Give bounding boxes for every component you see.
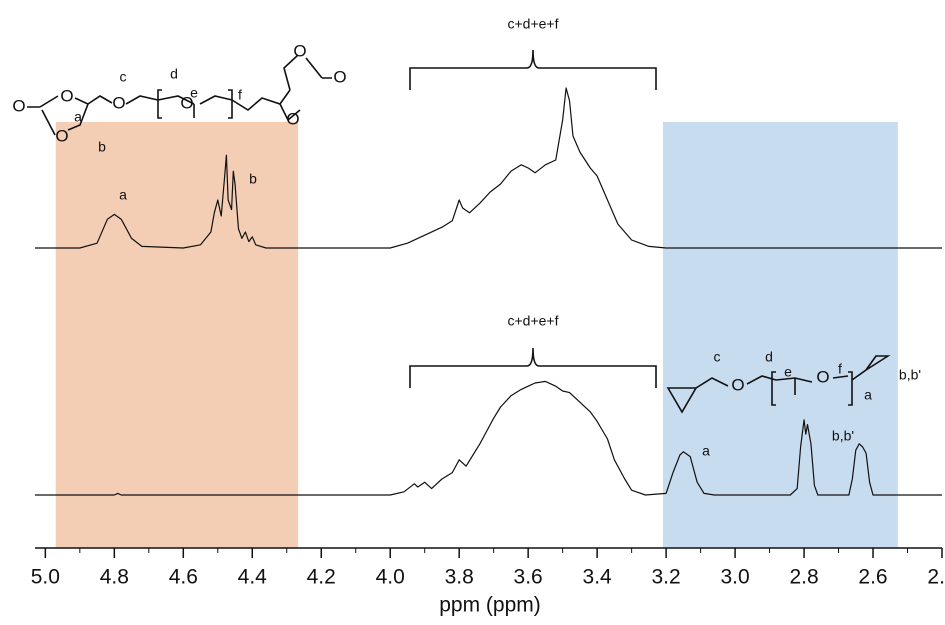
structure-label: f xyxy=(238,87,242,103)
structure-atom: O xyxy=(112,93,125,112)
annotation: b,b' xyxy=(832,428,854,444)
spectrum-line xyxy=(35,380,942,496)
highlight-region xyxy=(55,122,299,548)
x-tick-label: 2.8 xyxy=(789,566,818,589)
x-tick-label: 3.4 xyxy=(583,566,613,589)
x-tick-label: 5.0 xyxy=(31,566,60,589)
structure-label: d xyxy=(170,66,178,82)
annotation: c+d+e+f xyxy=(508,313,559,329)
structure-atom: O xyxy=(60,86,73,105)
x-axis-label: ppm (ppm) xyxy=(439,594,541,617)
x-tick-label: 4.8 xyxy=(100,566,129,589)
structure-label: c xyxy=(120,69,127,85)
x-tick-label: 4.0 xyxy=(376,566,405,589)
structure-atom: O xyxy=(731,375,744,394)
annotation: b xyxy=(249,171,257,187)
structure-atom: O xyxy=(55,126,68,145)
structure-label: a xyxy=(864,387,872,403)
structure-atom: O xyxy=(180,93,193,112)
x-tick-label: 3.6 xyxy=(514,566,543,589)
structure-atom: O xyxy=(293,41,306,60)
structure-atom: O xyxy=(12,96,25,115)
x-tick-label: 3.0 xyxy=(720,566,749,589)
structure-atom: O xyxy=(286,109,299,128)
structure-label: c xyxy=(714,349,721,365)
structure-label: b xyxy=(98,139,106,155)
structure-label: e xyxy=(190,85,198,101)
highlights xyxy=(55,122,898,548)
structure-label: a xyxy=(74,109,82,125)
structure-label: b,b' xyxy=(899,367,921,383)
x-tick-label: 4.2 xyxy=(307,566,336,589)
bracket xyxy=(409,49,657,90)
x-tick-label: 4.4 xyxy=(238,566,268,589)
x-tick-label: 4.6 xyxy=(169,566,198,589)
structure-bottom xyxy=(666,355,891,414)
x-tick-label: 2.6 xyxy=(858,566,887,589)
x-tick-label: 3.8 xyxy=(445,566,474,589)
annotation: c+d+e+f xyxy=(508,16,559,32)
structure-label: d xyxy=(765,349,773,365)
annotation: a xyxy=(702,443,710,459)
structure-atom: O xyxy=(333,67,346,86)
spectrum-line xyxy=(35,87,942,249)
structure-atom: O xyxy=(816,367,829,386)
x-tick-label: 3.2 xyxy=(652,566,681,589)
highlight-region xyxy=(663,122,898,548)
structure-label: e xyxy=(784,364,792,380)
bracket xyxy=(409,347,657,388)
x-tick-label: 2.4 xyxy=(927,566,945,589)
structure-label: f xyxy=(838,361,842,377)
structure-top xyxy=(27,54,332,136)
annotation: a xyxy=(119,187,127,203)
